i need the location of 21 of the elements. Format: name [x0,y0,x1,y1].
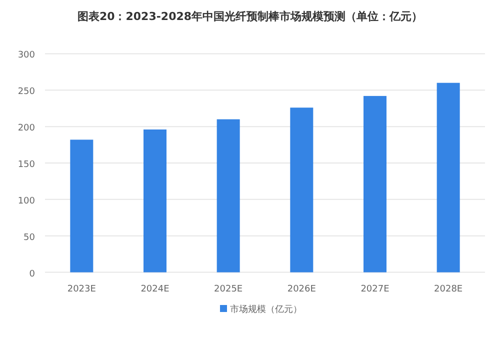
x-tick-label: 2024E [140,284,170,294]
bar [216,119,240,272]
y-tick-label: 200 [18,124,36,134]
x-tick-label: 2023E [67,284,96,294]
y-tick-label: 150 [18,160,36,170]
y-tick-label: 0 [29,269,36,280]
y-tick-label: 50 [24,232,36,243]
bar [144,129,166,272]
x-tick-label: 2027E [360,284,390,294]
y-tick-label: 100 [18,196,36,206]
bar [290,108,314,272]
bar [436,82,460,272]
bar [70,140,94,272]
y-tick-label: 300 [18,50,36,61]
chart-title: 图表20：2023-2028年中国光纤预制棒市场规模预测（单位：亿元） [77,10,423,23]
x-tick-label: 2025E [214,284,243,294]
x-tick-label: 2026E [287,284,316,294]
x-tick-label: 2028E [434,284,463,294]
legend-label: 市场规模（亿元） [230,304,302,315]
y-tick-label: 250 [18,87,36,98]
bar [364,96,386,272]
